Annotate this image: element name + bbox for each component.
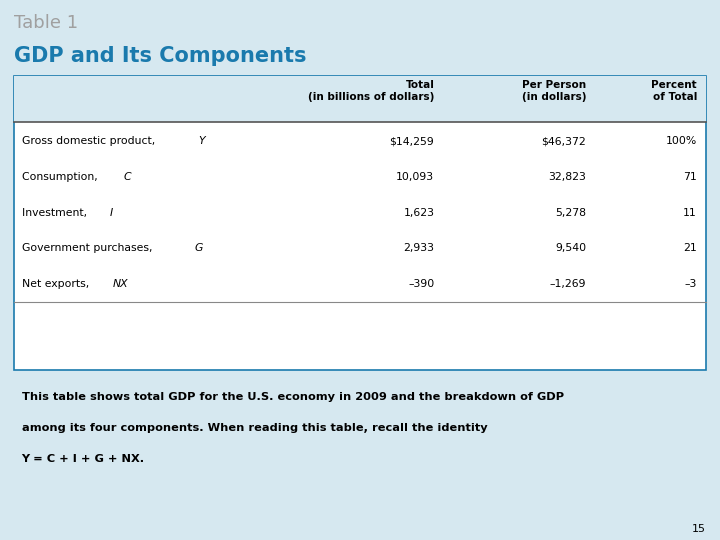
Text: 100%: 100% <box>666 137 697 146</box>
Text: This table shows total GDP for the U.S. economy in 2009 and the breakdown of GDP: This table shows total GDP for the U.S. … <box>22 392 564 402</box>
Text: Table 1: Table 1 <box>14 14 78 31</box>
Text: Net exports,: Net exports, <box>22 279 92 289</box>
Text: I: I <box>110 208 113 218</box>
Text: $14,259: $14,259 <box>390 137 434 146</box>
Text: 9,540: 9,540 <box>555 244 586 253</box>
Text: Y: Y <box>198 137 204 146</box>
Text: C: C <box>124 172 132 182</box>
Text: 5,278: 5,278 <box>555 208 586 218</box>
Text: 2,933: 2,933 <box>403 244 434 253</box>
Text: 15: 15 <box>692 523 706 534</box>
Text: NX: NX <box>113 279 128 289</box>
Text: Investment,: Investment, <box>22 208 90 218</box>
Text: Percent
of Total: Percent of Total <box>652 80 697 102</box>
FancyBboxPatch shape <box>14 76 706 122</box>
Text: Total
(in billions of dollars): Total (in billions of dollars) <box>308 80 434 102</box>
Text: Per Person
(in dollars): Per Person (in dollars) <box>522 80 586 102</box>
Text: 32,823: 32,823 <box>549 172 586 182</box>
Text: Gross domestic product,: Gross domestic product, <box>22 137 158 146</box>
Text: –3: –3 <box>685 279 697 289</box>
Text: G: G <box>194 244 203 253</box>
Text: 1,623: 1,623 <box>403 208 434 218</box>
Text: –390: –390 <box>408 279 434 289</box>
Text: GDP and Its Components: GDP and Its Components <box>14 46 307 66</box>
Text: 10,093: 10,093 <box>396 172 434 182</box>
Text: –1,269: –1,269 <box>550 279 586 289</box>
Text: 71: 71 <box>683 172 697 182</box>
FancyBboxPatch shape <box>14 76 706 370</box>
Text: among its four components. When reading this table, recall the identity: among its four components. When reading … <box>22 423 487 433</box>
Text: Consumption,: Consumption, <box>22 172 101 182</box>
Text: Y = C + I + G + NX.: Y = C + I + G + NX. <box>22 454 145 464</box>
Text: $46,372: $46,372 <box>541 137 586 146</box>
Text: 21: 21 <box>683 244 697 253</box>
Text: 11: 11 <box>683 208 697 218</box>
Text: Government purchases,: Government purchases, <box>22 244 156 253</box>
